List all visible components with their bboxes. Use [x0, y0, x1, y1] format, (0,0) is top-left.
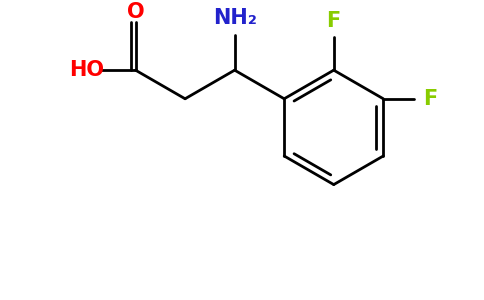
Text: F: F: [327, 11, 341, 31]
Text: HO: HO: [69, 60, 104, 80]
Text: NH₂: NH₂: [212, 8, 257, 28]
Text: F: F: [423, 89, 437, 109]
Text: O: O: [127, 2, 144, 22]
